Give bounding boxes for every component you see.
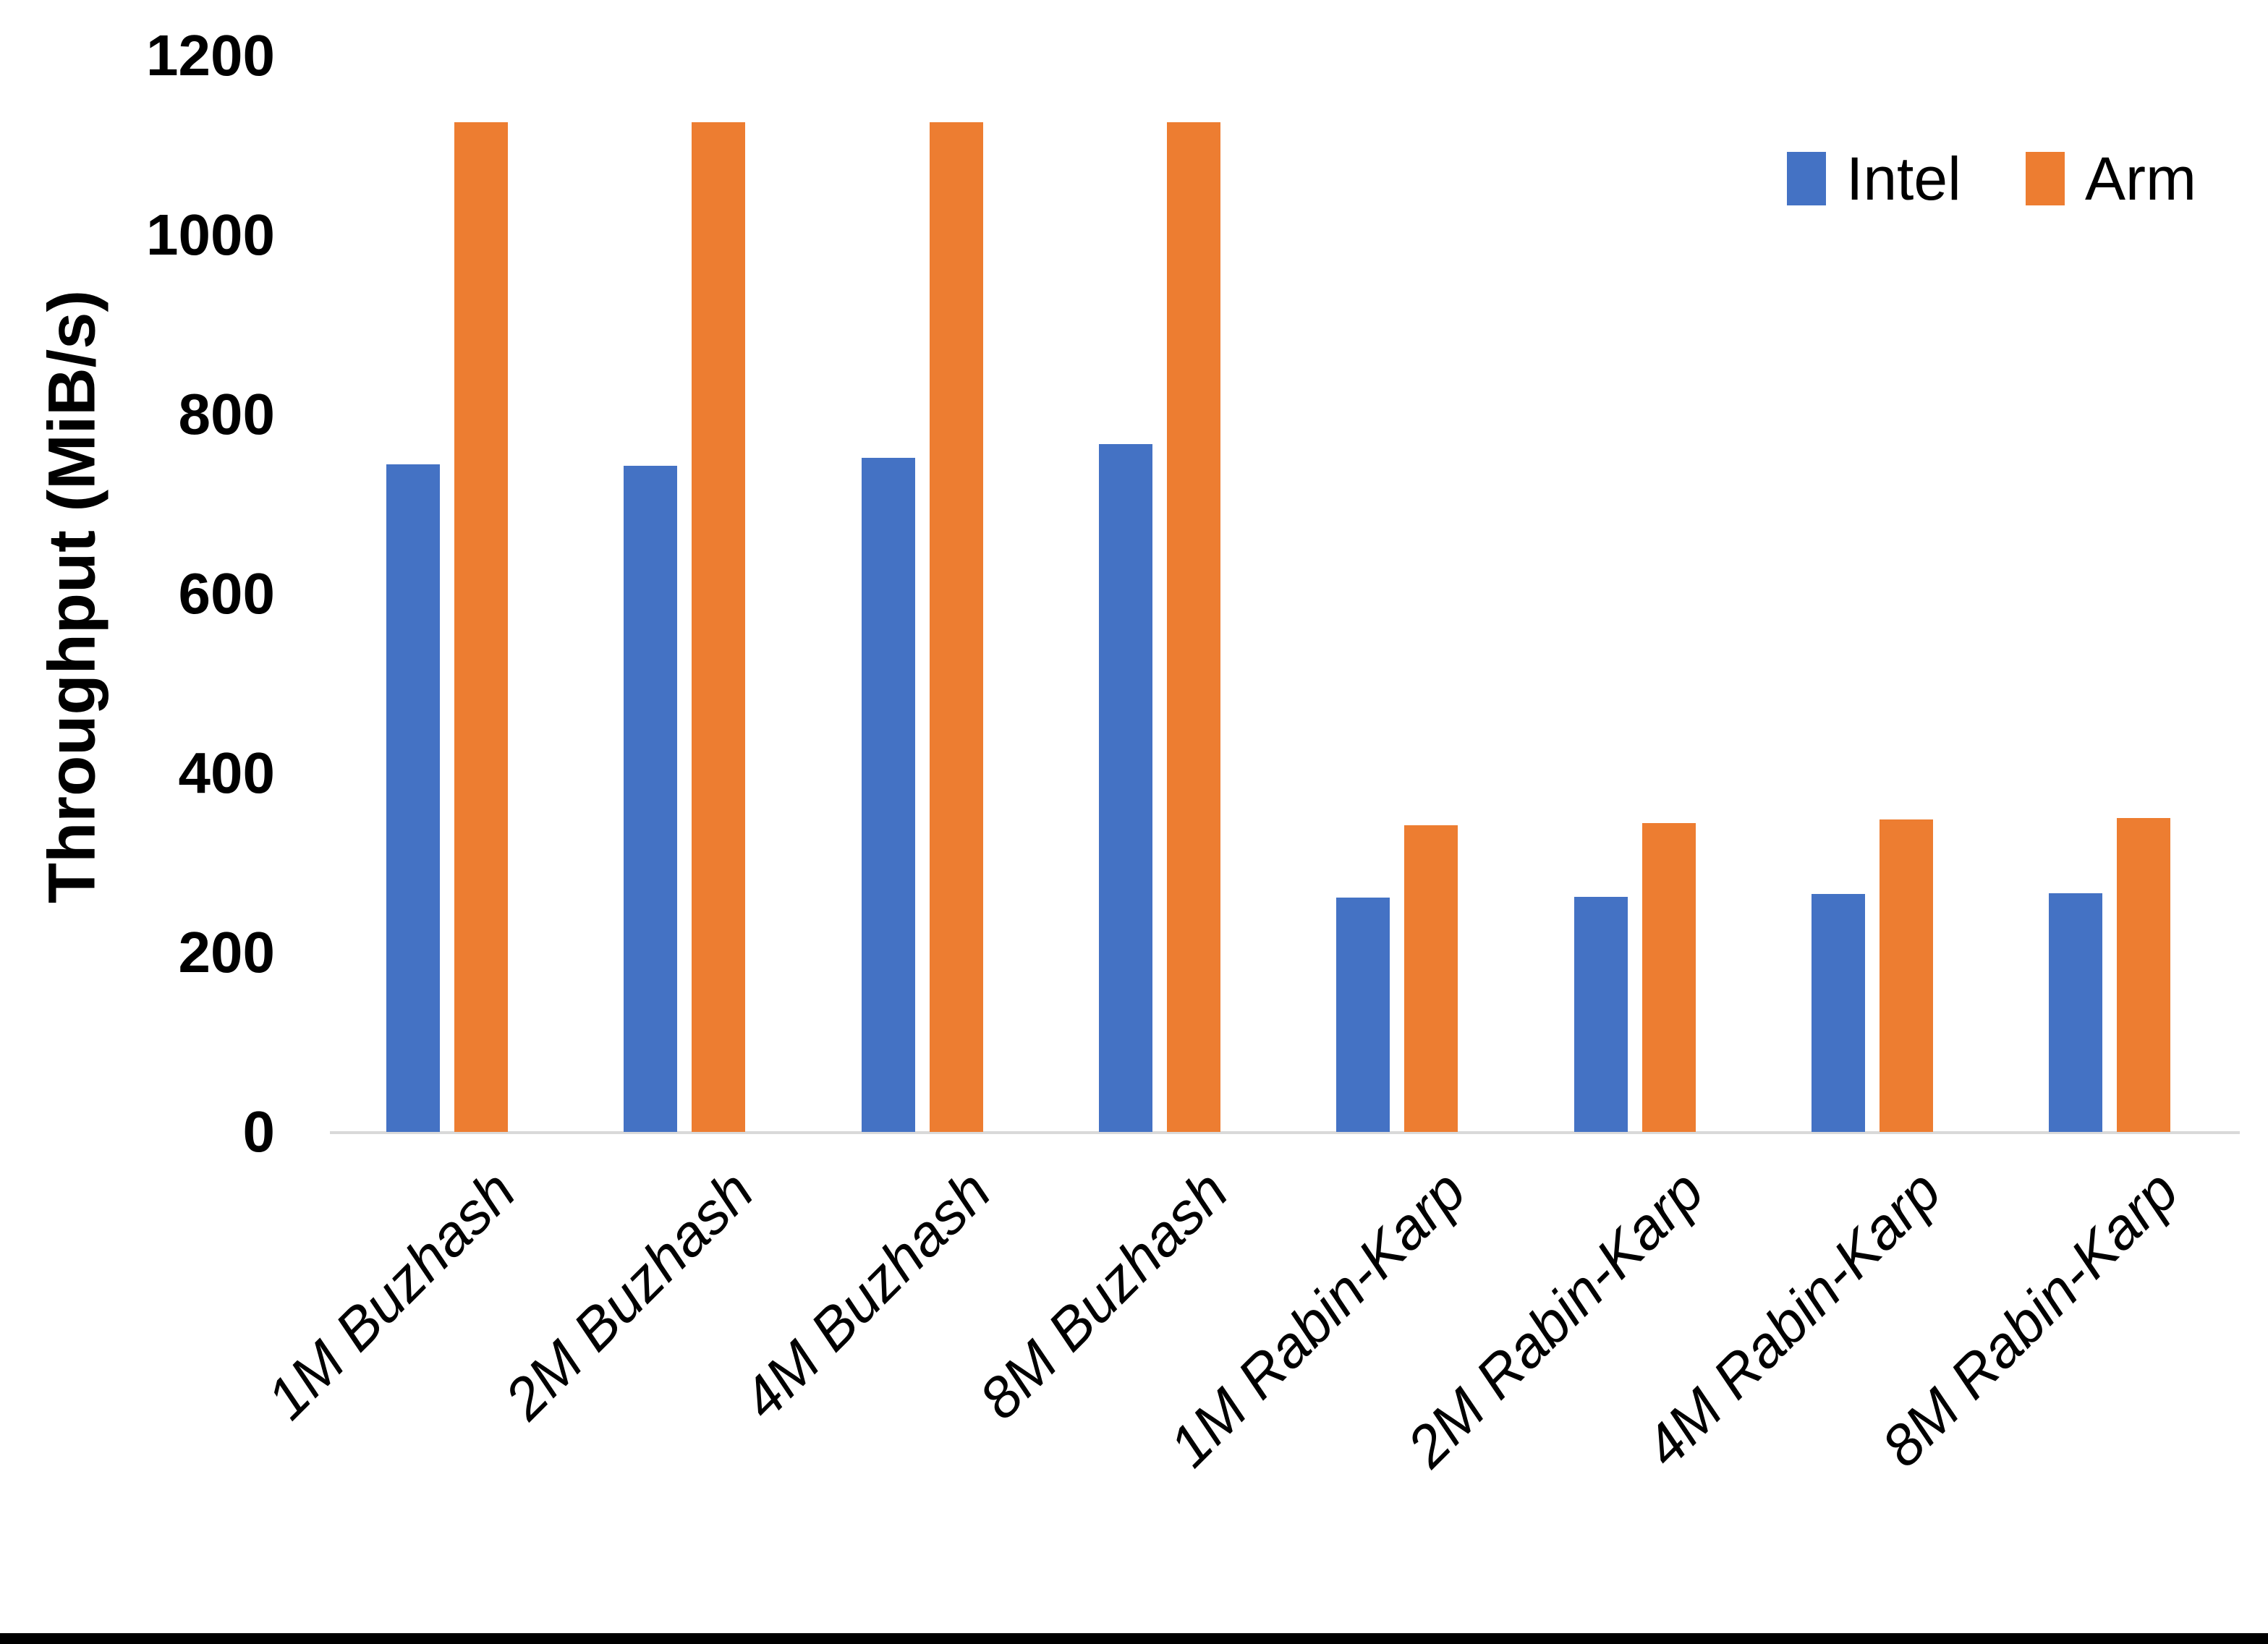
legend-item-intel: Intel [1787, 148, 1961, 209]
legend-item-arm: Arm [2026, 148, 2196, 209]
legend-label-arm: Arm [2085, 145, 2196, 213]
bar-intel-4m-buzhash [861, 457, 915, 1132]
bar-arm-2m-buzhash [692, 122, 746, 1132]
bar-arm-1m-rabin-karp [1404, 825, 1458, 1132]
bar-arm-8m-rabin-karp [2117, 818, 2171, 1132]
bottom-border [0, 1633, 2268, 1644]
legend-marker-arm [2026, 152, 2065, 205]
x-tick-label-4m-buzhash: 4M Buzhash [729, 1158, 1003, 1431]
y-tick-label-1000: 1000 [146, 203, 275, 267]
bar-arm-1m-buzhash [454, 122, 508, 1132]
x-tick-label-1m-buzhash: 1M Buzhash [255, 1158, 528, 1431]
y-tick-label-1200: 1200 [146, 23, 275, 88]
y-tick-label-400: 400 [178, 741, 275, 805]
bar-arm-2m-rabin-karp [1641, 823, 1696, 1132]
bar-arm-4m-rabin-karp [1879, 819, 1933, 1132]
x-axis-line [330, 1131, 2240, 1134]
bar-intel-1m-rabin-karp [1336, 898, 1390, 1132]
bar-intel-4m-rabin-karp [1811, 894, 1865, 1132]
bar-intel-8m-rabin-karp [2049, 893, 2103, 1132]
bar-intel-1m-buzhash [386, 464, 440, 1132]
bar-arm-4m-buzhash [929, 122, 983, 1132]
bar-intel-2m-buzhash [624, 465, 678, 1132]
bar-intel-2m-rabin-karp [1573, 897, 1628, 1132]
bar-arm-8m-buzhash [1166, 122, 1220, 1132]
y-tick-label-800: 800 [178, 382, 275, 446]
x-tick-label-2m-buzhash: 2M Buzhash [492, 1158, 765, 1431]
x-tick-label-8m-buzhash: 8M Buzhash [967, 1158, 1241, 1431]
y-tick-label-0: 0 [242, 1099, 276, 1164]
y-tick-label-200: 200 [178, 920, 275, 984]
legend-marker-intel [1787, 152, 1826, 205]
y-tick-label-600: 600 [178, 561, 275, 626]
legend-label-intel: Intel [1846, 145, 1961, 213]
bar-intel-8m-buzhash [1098, 443, 1152, 1132]
